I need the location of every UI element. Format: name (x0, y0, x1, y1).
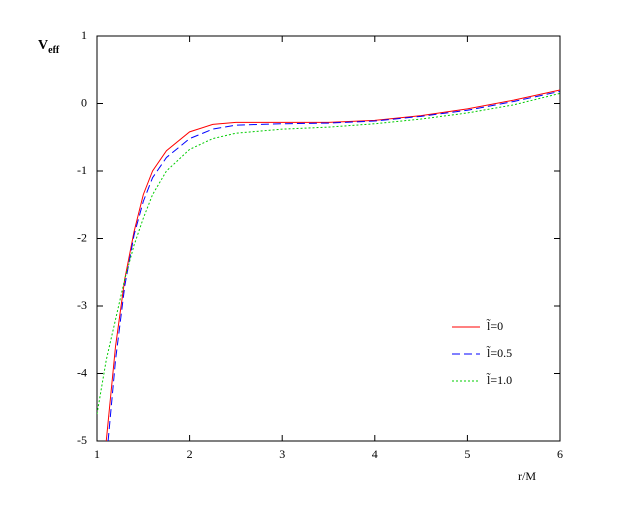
y-label-sub: eff (48, 45, 60, 56)
series-line (107, 90, 560, 441)
legend-label: l̃=1.0 (486, 372, 512, 387)
x-tick-label: 3 (279, 447, 285, 461)
y-tick-label: -5 (77, 433, 87, 447)
x-axis-label: r/M (518, 469, 536, 483)
series-line (97, 92, 560, 415)
x-tick-label: 4 (372, 447, 378, 461)
x-tick-label: 6 (557, 447, 563, 461)
y-tick-label: -1 (77, 163, 87, 177)
series-line (105, 89, 560, 441)
y-tick-label: -2 (77, 230, 87, 244)
x-tick-label: 2 (187, 447, 193, 461)
y-label-main: V (38, 38, 48, 53)
y-axis-label: Veff (38, 38, 60, 56)
legend-label: l̃=0.5 (486, 345, 512, 360)
x-tick-label: 1 (94, 447, 100, 461)
x-tick-label: 5 (464, 447, 470, 461)
y-tick-label: -4 (77, 365, 87, 379)
y-tick-label: 0 (81, 95, 87, 109)
y-tick-label: 1 (81, 28, 87, 42)
legend-label: l̃=0 (486, 318, 503, 333)
y-tick-label: -3 (77, 298, 87, 312)
